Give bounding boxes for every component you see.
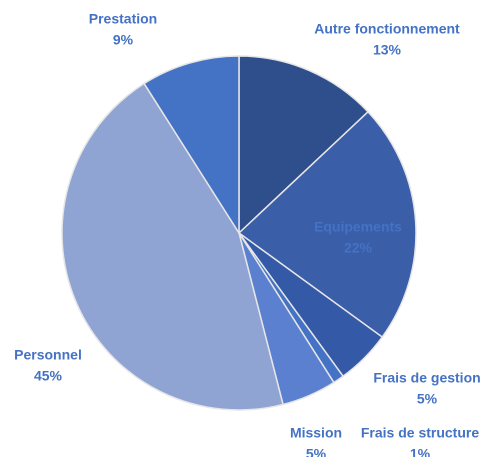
slice-label: Equipements xyxy=(314,219,402,235)
pie-slice xyxy=(143,55,240,236)
slice-label: Prestation xyxy=(89,11,157,27)
slice-value-label: 1% xyxy=(410,446,431,457)
slice-label: Mission xyxy=(290,425,342,441)
slice-label: Frais de structure xyxy=(361,425,479,441)
slice-label: Personnel xyxy=(14,347,82,363)
pie-slice xyxy=(61,82,284,411)
slice-value-label: 5% xyxy=(417,391,438,407)
pie-slice xyxy=(237,110,417,339)
pie-slice xyxy=(238,55,370,235)
slice-value-label: 22% xyxy=(344,240,373,256)
slice-value-label: 9% xyxy=(113,32,134,48)
slice-label: Autre fonctionnement xyxy=(314,21,460,37)
slice-label: Frais de gestion xyxy=(373,370,480,386)
slice-value-label: 13% xyxy=(373,42,402,58)
slice-value-label: 5% xyxy=(306,446,327,457)
slice-value-label: 45% xyxy=(34,368,63,384)
